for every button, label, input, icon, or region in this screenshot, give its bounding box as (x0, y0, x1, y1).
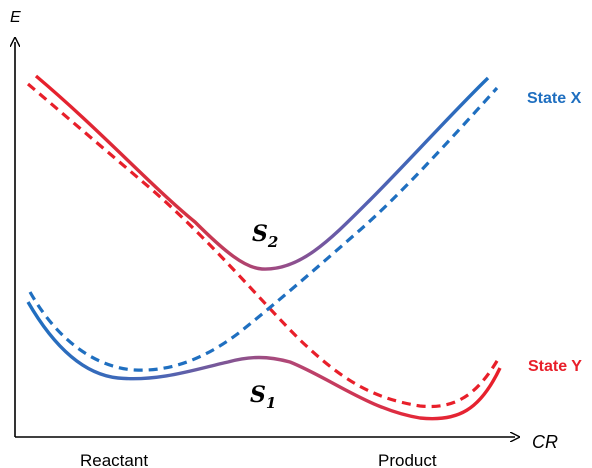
x-axis-label: CR (532, 432, 558, 452)
state-y-label: State Y (528, 358, 582, 375)
s2-label: S2 (252, 221, 278, 251)
s2-surface-curve (34, 74, 490, 271)
y-axis-label: E (10, 9, 21, 26)
s1-label-main: S (250, 382, 266, 408)
s2-label-main: S (252, 221, 268, 247)
s1-surface-curve (26, 301, 502, 421)
reactant-label: Reactant (80, 451, 148, 468)
state-x-curve (28, 86, 499, 372)
s1-label-sub: 1 (266, 394, 276, 412)
s1-label: S1 (250, 382, 276, 412)
product-label: Product (378, 451, 437, 468)
state-y-curve (26, 82, 502, 409)
s2-label-sub: 2 (267, 233, 278, 251)
state-x-label: State X (527, 90, 582, 107)
